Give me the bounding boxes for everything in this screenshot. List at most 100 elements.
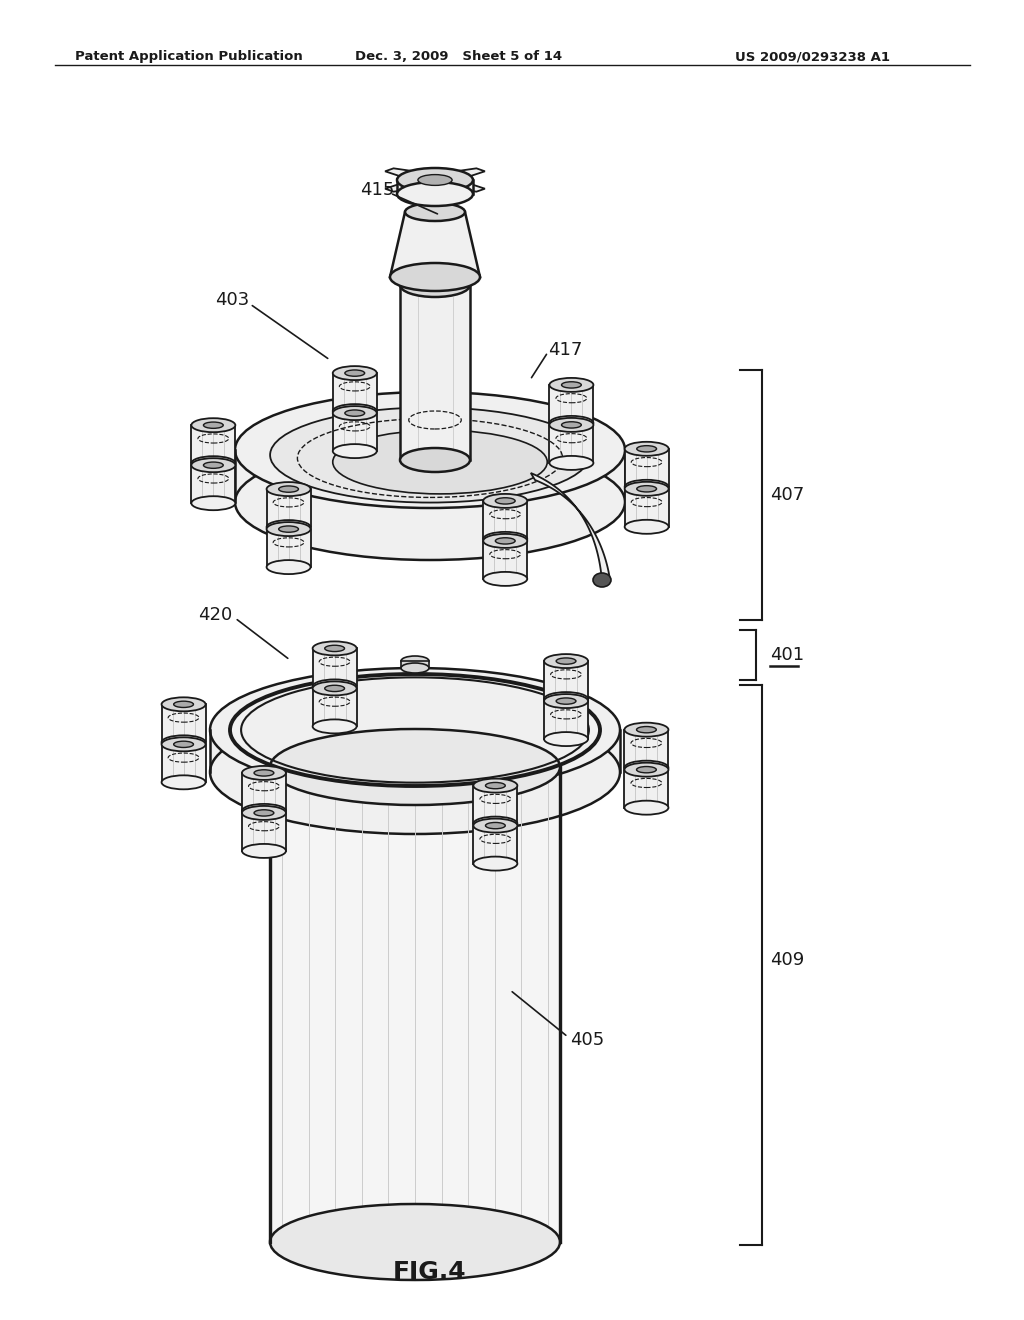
Polygon shape xyxy=(270,767,560,1242)
Ellipse shape xyxy=(333,404,377,418)
Polygon shape xyxy=(397,180,473,194)
Ellipse shape xyxy=(473,818,517,833)
Ellipse shape xyxy=(625,482,669,496)
Ellipse shape xyxy=(242,843,286,858)
Ellipse shape xyxy=(270,729,560,805)
Ellipse shape xyxy=(483,572,527,586)
Ellipse shape xyxy=(625,442,669,455)
Ellipse shape xyxy=(550,418,594,432)
Ellipse shape xyxy=(556,698,575,705)
Ellipse shape xyxy=(191,457,236,470)
Polygon shape xyxy=(625,730,669,768)
Ellipse shape xyxy=(483,532,527,546)
Ellipse shape xyxy=(266,482,310,496)
Ellipse shape xyxy=(210,668,620,792)
Polygon shape xyxy=(544,661,588,700)
Ellipse shape xyxy=(485,822,505,829)
Ellipse shape xyxy=(406,203,465,220)
Polygon shape xyxy=(191,465,236,503)
Ellipse shape xyxy=(333,407,377,420)
Ellipse shape xyxy=(325,685,344,692)
Ellipse shape xyxy=(544,733,588,746)
Ellipse shape xyxy=(191,458,236,473)
Ellipse shape xyxy=(234,444,625,560)
Ellipse shape xyxy=(325,645,344,652)
Polygon shape xyxy=(390,213,480,277)
Ellipse shape xyxy=(397,168,473,191)
Text: Dec. 3, 2009   Sheet 5 of 14: Dec. 3, 2009 Sheet 5 of 14 xyxy=(355,50,562,63)
Ellipse shape xyxy=(625,722,669,737)
Text: 417: 417 xyxy=(548,341,583,359)
Ellipse shape xyxy=(345,411,365,416)
Ellipse shape xyxy=(637,486,656,492)
Ellipse shape xyxy=(266,560,310,574)
Polygon shape xyxy=(162,744,206,783)
Polygon shape xyxy=(333,374,377,411)
Ellipse shape xyxy=(279,486,298,492)
Text: FIG.4: FIG.4 xyxy=(393,1261,467,1284)
Polygon shape xyxy=(242,774,286,810)
Ellipse shape xyxy=(242,807,286,820)
Text: 405: 405 xyxy=(570,1031,604,1049)
Ellipse shape xyxy=(483,533,527,548)
Ellipse shape xyxy=(556,657,575,664)
Ellipse shape xyxy=(637,726,656,733)
Ellipse shape xyxy=(473,817,517,830)
Ellipse shape xyxy=(162,735,206,750)
Ellipse shape xyxy=(312,680,356,693)
Polygon shape xyxy=(445,169,485,178)
Ellipse shape xyxy=(266,520,310,535)
Ellipse shape xyxy=(191,418,236,432)
Text: Patent Application Publication: Patent Application Publication xyxy=(75,50,303,63)
Text: 407: 407 xyxy=(770,486,804,504)
Ellipse shape xyxy=(496,498,515,504)
Ellipse shape xyxy=(254,809,273,816)
Ellipse shape xyxy=(483,494,527,508)
Ellipse shape xyxy=(473,779,517,792)
Ellipse shape xyxy=(162,697,206,711)
Polygon shape xyxy=(385,169,425,178)
Ellipse shape xyxy=(312,642,356,656)
Ellipse shape xyxy=(242,804,286,818)
Ellipse shape xyxy=(544,694,588,708)
Ellipse shape xyxy=(544,655,588,668)
Polygon shape xyxy=(550,385,594,422)
Ellipse shape xyxy=(333,366,377,380)
Polygon shape xyxy=(483,500,527,539)
Polygon shape xyxy=(625,449,669,487)
Ellipse shape xyxy=(174,741,194,747)
Polygon shape xyxy=(550,425,594,463)
Ellipse shape xyxy=(544,692,588,706)
Ellipse shape xyxy=(561,422,582,428)
Ellipse shape xyxy=(401,656,429,667)
Ellipse shape xyxy=(162,775,206,789)
Ellipse shape xyxy=(333,430,547,494)
Ellipse shape xyxy=(637,446,656,451)
Ellipse shape xyxy=(485,783,505,789)
Polygon shape xyxy=(473,825,517,863)
Text: 409: 409 xyxy=(770,950,804,969)
Polygon shape xyxy=(400,285,470,459)
Polygon shape xyxy=(266,490,310,527)
Polygon shape xyxy=(625,770,669,808)
Polygon shape xyxy=(445,181,485,191)
Polygon shape xyxy=(312,689,356,726)
Polygon shape xyxy=(385,181,425,191)
Ellipse shape xyxy=(473,857,517,871)
Ellipse shape xyxy=(625,520,669,533)
Ellipse shape xyxy=(550,378,594,392)
Ellipse shape xyxy=(390,263,480,290)
Ellipse shape xyxy=(400,447,470,473)
Polygon shape xyxy=(266,529,310,568)
Ellipse shape xyxy=(333,444,377,458)
Ellipse shape xyxy=(279,525,298,532)
Ellipse shape xyxy=(234,392,625,508)
Polygon shape xyxy=(191,425,236,463)
Ellipse shape xyxy=(162,738,206,751)
Polygon shape xyxy=(483,541,527,579)
Ellipse shape xyxy=(191,496,236,511)
Text: 403: 403 xyxy=(215,290,249,309)
Ellipse shape xyxy=(550,455,594,470)
Ellipse shape xyxy=(204,422,223,429)
Polygon shape xyxy=(401,661,429,668)
